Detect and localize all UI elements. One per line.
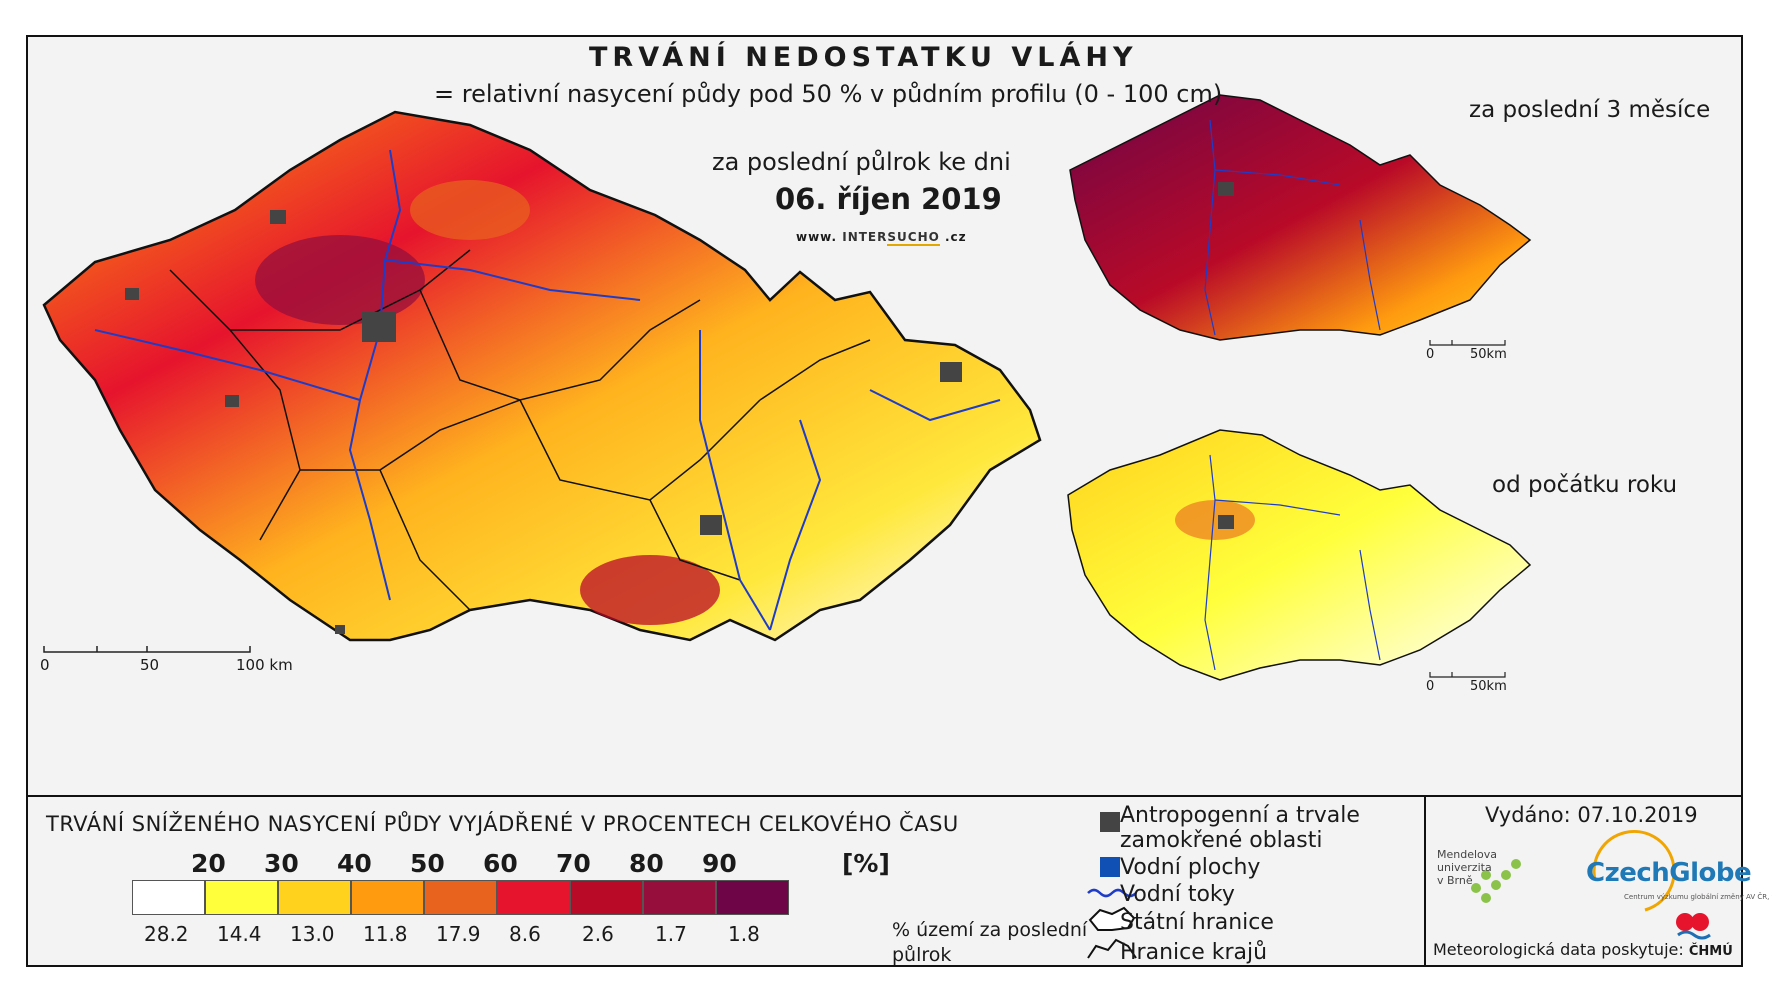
key-state-border: Státní hranice <box>1120 910 1274 935</box>
legend-share-value: 2.6 <box>582 922 614 946</box>
urban-area-icon <box>1100 812 1120 832</box>
scale-label-50: 50 <box>140 656 160 674</box>
legend-threshold: 90 <box>702 849 737 878</box>
legend-share-value: 11.8 <box>363 922 408 946</box>
legend-share-value: 1.8 <box>728 922 760 946</box>
urban-ostrava <box>940 362 962 382</box>
mendel-line3: v Brně <box>1437 874 1473 887</box>
legend-share-value: 28.2 <box>144 922 189 946</box>
inset1-scale-50: 50km <box>1470 347 1507 362</box>
inset2-scale-0: 0 <box>1426 679 1435 694</box>
chmu-logo <box>1676 913 1711 940</box>
urban-ceske-budejovice <box>335 625 345 634</box>
key-urban: Antropogenní a trvale zamokřené oblasti <box>1120 803 1360 853</box>
river-icon <box>1087 888 1137 898</box>
urban-plzen <box>225 395 239 407</box>
met-data-credit: Meteorologická data poskytuje: ČHMÚ <box>1433 940 1733 959</box>
inset-3-months-title: za poslední 3 měsíce <box>1469 97 1711 123</box>
key-urban-line1: Antropogenní a trvale <box>1120 803 1360 828</box>
czechglobe-logo <box>1592 830 1676 912</box>
legend-swatch <box>132 880 205 915</box>
czechglobe-subtitle: Centrum výzkumu globální změny AV ČR, v.… <box>1624 893 1772 901</box>
water-body-icon <box>1100 857 1120 877</box>
urban-usti <box>270 210 286 224</box>
main-map <box>42 110 1042 653</box>
urban-prague-inset1 <box>1218 182 1234 196</box>
scale-bar-inset1 <box>1429 340 1506 346</box>
date-label: 06. říjen 2019 <box>775 182 1002 216</box>
issued-date: Vydáno: 07.10.2019 <box>1485 803 1698 827</box>
legend-share-value: 1.7 <box>655 922 687 946</box>
mendel-line1: Mendelova <box>1437 848 1498 861</box>
legend-swatch <box>351 880 424 915</box>
legend-swatch <box>643 880 716 915</box>
urban-brno <box>700 515 722 535</box>
legend-share-value: 8.6 <box>509 922 541 946</box>
website-prefix: www. <box>796 230 843 244</box>
scale-bar-inset2 <box>1429 672 1506 678</box>
legend-threshold: 40 <box>337 849 372 878</box>
mendel-text: Mendelova univerzita v Brně <box>1437 848 1497 887</box>
website-brand-a: INTER <box>842 230 888 244</box>
urban-prague <box>362 312 396 342</box>
key-urban-line2: zamokřené oblasti <box>1120 828 1323 853</box>
chmu-name: ČHMÚ <box>1688 944 1733 959</box>
key-rivers: Vodní toky <box>1120 882 1235 907</box>
hotspot-north <box>410 180 530 240</box>
website-brand-b: SUCHO <box>887 230 940 246</box>
legend-threshold: 30 <box>264 849 299 878</box>
rivers-main <box>94 149 1001 631</box>
hotspot-central <box>255 235 425 325</box>
legend-swatch <box>570 880 643 915</box>
legend-threshold: 60 <box>483 849 518 878</box>
country-shape-inset1 <box>1069 94 1532 341</box>
scale-label-0: 0 <box>40 656 50 674</box>
legend-swatch <box>497 880 570 915</box>
legend-swatch <box>278 880 351 915</box>
legend-swatch <box>424 880 497 915</box>
legend-divider <box>26 795 1743 797</box>
inset-year-title: od počátku roku <box>1492 472 1678 498</box>
legend-share-value: 17.9 <box>436 922 481 946</box>
hotspot-inset2 <box>1175 500 1255 540</box>
inset2-scale-50: 50km <box>1470 679 1507 694</box>
hotspot-south-moravia <box>580 555 720 625</box>
legend-unit: [%] <box>842 849 890 878</box>
legend-share-value: 14.4 <box>217 922 262 946</box>
website-link[interactable]: www. INTERSUCHO .cz <box>796 230 967 246</box>
legend-threshold: 50 <box>410 849 445 878</box>
website-suffix: .cz <box>939 230 967 244</box>
mendel-line2: univerzita <box>1437 861 1492 874</box>
period-label: za poslední půlrok ke dni <box>712 148 1011 176</box>
key-water: Vodní plochy <box>1120 855 1261 880</box>
legend-vertical-divider <box>1424 795 1426 967</box>
scale-label-100: 100 km <box>236 656 293 674</box>
scale-bar-main <box>43 646 251 653</box>
inset-3-months-map <box>1069 94 1532 346</box>
key-region-border: Hranice krajů <box>1120 940 1268 965</box>
met-data-text: Meteorologická data poskytuje: <box>1433 940 1684 959</box>
czechglobe-name: CzechGlobe <box>1586 858 1752 888</box>
state-border-icon <box>1088 906 1136 931</box>
legend-title: TRVÁNÍ SNÍŽENÉHO NASYCENÍ PŮDY VYJÁDŘENÉ… <box>46 812 959 836</box>
urban-prague-inset2 <box>1218 515 1234 529</box>
legend-swatch <box>716 880 789 915</box>
inset1-scale-0: 0 <box>1426 347 1435 362</box>
region-border-icon <box>1087 938 1137 959</box>
urban-areas-main <box>125 210 962 634</box>
legend-threshold: 80 <box>629 849 664 878</box>
urban-karlovy-vary <box>125 288 139 300</box>
legend-threshold: 70 <box>556 849 591 878</box>
country-shape-inset2 <box>1067 429 1532 681</box>
legend-threshold: 20 <box>191 849 226 878</box>
map-subtitle: = relativní nasycení půdy pod 50 % v půd… <box>434 80 1223 108</box>
mendel-university-logo <box>1471 859 1521 903</box>
legend-share-value: 13.0 <box>290 922 335 946</box>
legend-swatch <box>205 880 278 915</box>
region-borders-main <box>169 249 871 611</box>
legend-area-label: % území za poslední půlrok <box>892 919 1088 966</box>
map-title: TRVÁNÍ NEDOSTATKU VLÁHY <box>589 42 1138 73</box>
inset-year-map <box>1067 429 1532 681</box>
